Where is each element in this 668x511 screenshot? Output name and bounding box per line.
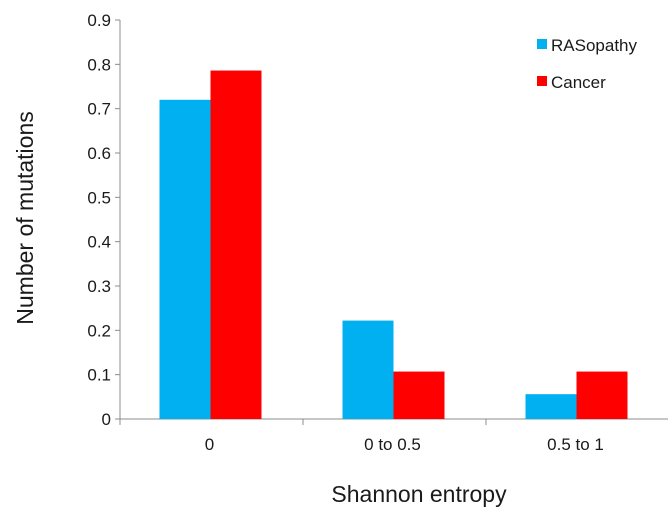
y-axis-title: Number of mutations [12,111,38,324]
bar-cancer-1 [393,371,445,419]
y-tick-label: 0.8 [87,55,111,74]
bars [159,70,628,420]
legend-swatch-cancer [537,76,547,86]
y-tick-label: 0.3 [87,277,111,296]
y-tick-label: 0.1 [87,366,111,385]
legend-label-cancer: Cancer [551,73,606,92]
bar-rasopathy-1 [342,320,394,419]
y-tick-label: 0.5 [87,188,111,207]
x-tick-label: 0.5 to 1 [547,435,604,454]
legend-swatch-rasopathy [537,39,547,49]
y-tick-label: 0 [102,410,111,429]
x-tick-label: 0 to 0.5 [364,435,421,454]
y-tick-label: 0.4 [87,233,111,252]
legend: RASopathy Cancer [537,36,637,92]
x-tick-label: 0 [205,435,214,454]
y-tick-label: 0.9 [87,11,111,30]
x-axis-title: Shannon entropy [331,481,507,507]
y-tick-label: 0.6 [87,144,111,163]
bar-cancer-2 [576,371,628,419]
bar-rasopathy-2 [525,394,577,419]
legend-label-rasopathy: RASopathy [551,36,637,55]
y-tick-label: 0.7 [87,100,111,119]
bar-cancer-0 [210,70,262,419]
y-tick-label: 0.2 [87,321,111,340]
bar-rasopathy-0 [159,99,211,420]
tick-labels: 0 0.1 0.2 0.3 0.4 0.5 0.6 0.7 0.8 0.9 0 0 to 0.5 0.5… [87,11,604,454]
